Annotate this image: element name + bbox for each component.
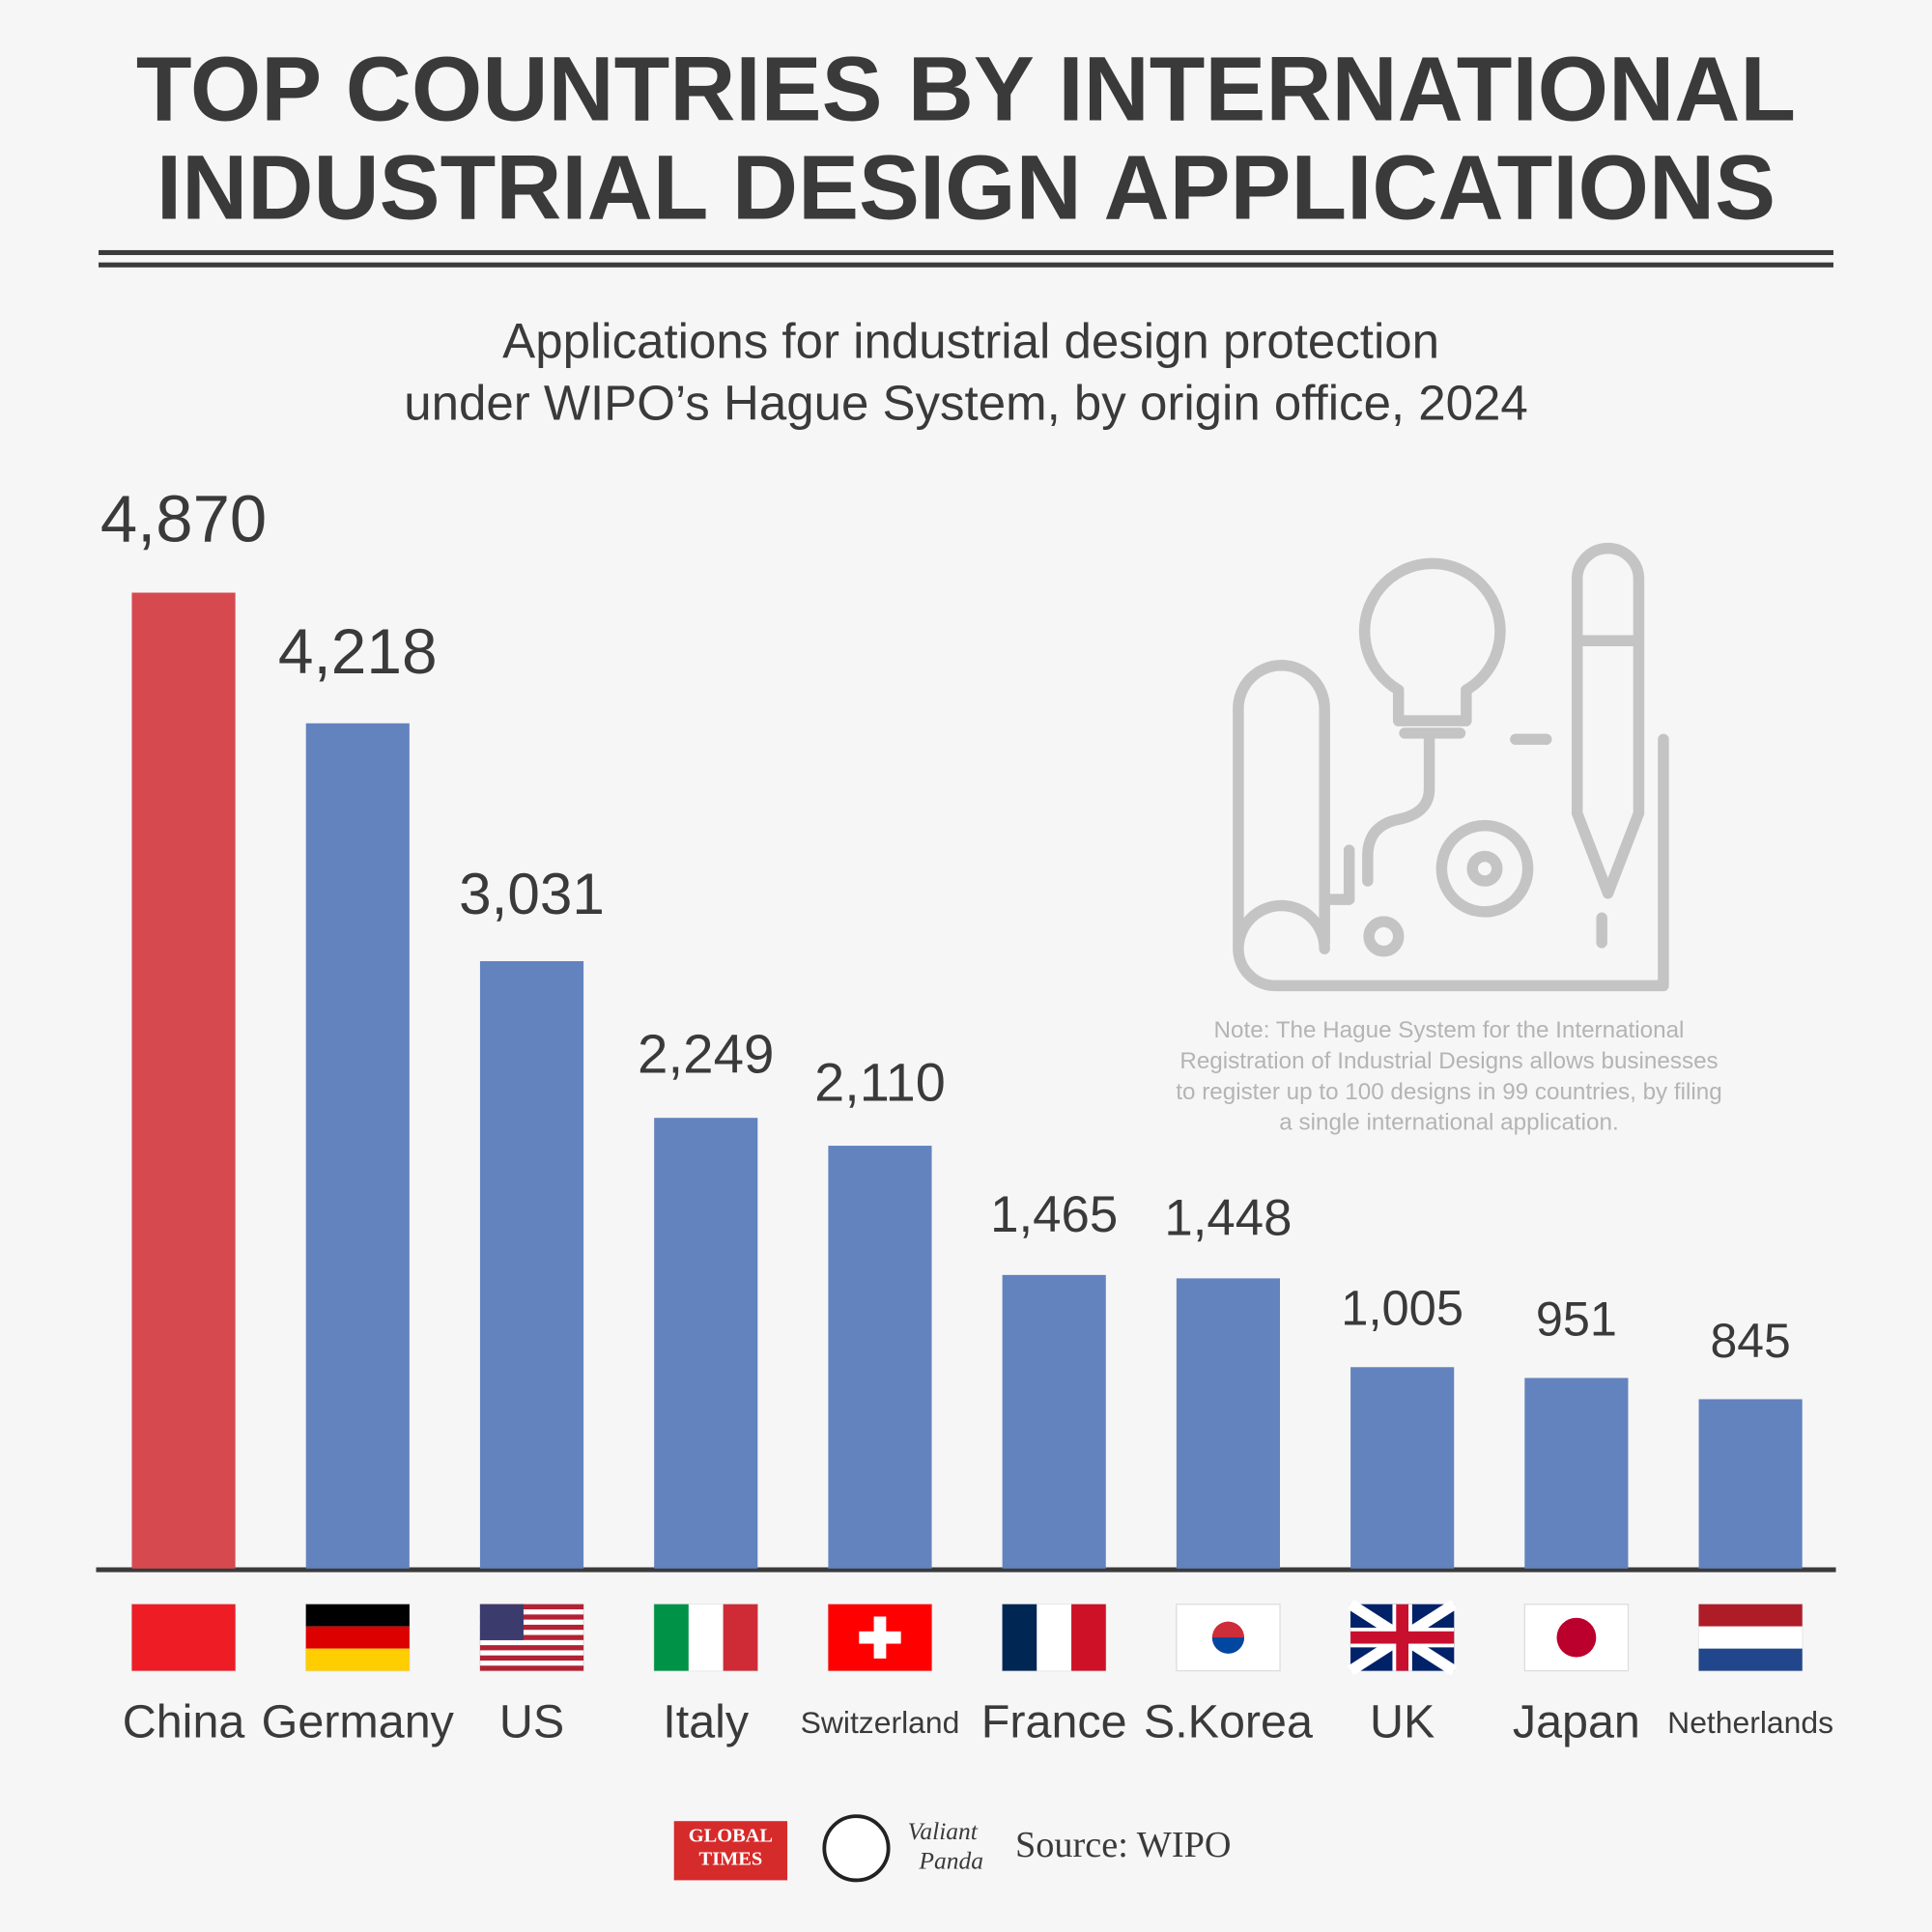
rule xyxy=(99,249,1833,256)
x-tick-label: UK xyxy=(1370,1696,1435,1748)
value-label: 951 xyxy=(1536,1292,1617,1347)
x-tick-label: Italy xyxy=(663,1696,750,1748)
x-tick-label: Germany xyxy=(262,1696,455,1748)
logos: GLOBAL TIMES Valiant Panda Source: WIPO xyxy=(673,1814,1231,1883)
flag xyxy=(1071,1604,1106,1671)
x-tick-label: US xyxy=(499,1696,564,1748)
bar xyxy=(479,960,584,1569)
flag xyxy=(688,1604,724,1671)
logo-text: Panda xyxy=(918,1846,983,1874)
rule xyxy=(99,262,1833,268)
flag xyxy=(479,1665,584,1671)
bar xyxy=(131,592,236,1569)
bar xyxy=(654,1118,758,1569)
flag xyxy=(1698,1626,1803,1649)
value-label: 2,249 xyxy=(638,1023,774,1084)
flag xyxy=(1556,1617,1597,1658)
logo-text: GLOBAL xyxy=(689,1825,773,1846)
flag xyxy=(479,1624,584,1631)
bar xyxy=(1002,1274,1106,1569)
flag xyxy=(1037,1604,1072,1671)
bar xyxy=(1350,1367,1455,1569)
flag xyxy=(305,1648,410,1671)
flag xyxy=(1698,1648,1803,1671)
subtitle: Applications for industrial design prote… xyxy=(502,314,1439,369)
value-label: 4,870 xyxy=(100,481,267,555)
flag xyxy=(479,1604,584,1610)
subtitle: under WIPO’s Hague System, by origin off… xyxy=(404,375,1528,430)
bar xyxy=(1176,1278,1281,1569)
chart-title: TOP COUNTRIES BY INTERNATIONAL xyxy=(136,39,1796,140)
flag xyxy=(305,1626,410,1649)
x-tick-label: Japan xyxy=(1513,1696,1640,1748)
design-icon xyxy=(1233,542,1669,992)
flag xyxy=(479,1645,584,1651)
value-label: 1,465 xyxy=(990,1186,1118,1243)
flag xyxy=(654,1604,689,1671)
flag xyxy=(1523,1604,1630,1672)
x-tick-label: China xyxy=(123,1696,245,1748)
flag xyxy=(479,1634,584,1640)
flag xyxy=(1211,1637,1245,1654)
flag xyxy=(305,1604,410,1627)
source: Source: WIPO xyxy=(1015,1825,1231,1865)
note-line: to register up to 100 designs in 99 coun… xyxy=(1176,1079,1721,1105)
flag xyxy=(873,1616,887,1659)
bar xyxy=(305,723,410,1569)
bar xyxy=(1524,1378,1629,1569)
flag xyxy=(1350,1631,1455,1644)
x-tick-label: S.Korea xyxy=(1144,1696,1313,1748)
x-tick-label: Netherlands xyxy=(1667,1705,1833,1740)
flag xyxy=(723,1604,758,1671)
flag xyxy=(479,1604,524,1640)
note-line: Note: The Hague System for the Internati… xyxy=(1214,1017,1685,1043)
note-line: a single international application. xyxy=(1279,1110,1618,1136)
flag xyxy=(479,1655,584,1661)
x-tick-label: Switzerland xyxy=(801,1705,960,1740)
flag xyxy=(479,1614,584,1620)
value-label: 845 xyxy=(1710,1314,1790,1368)
value-label: 3,031 xyxy=(459,862,605,926)
note-line: Registration of Industrial Designs allow… xyxy=(1179,1048,1718,1074)
chart-title: INDUSTRIAL DESIGN APPLICATIONS xyxy=(156,137,1776,239)
value-label: 4,218 xyxy=(278,615,438,687)
logo-text: TIMES xyxy=(699,1849,763,1870)
bar xyxy=(828,1146,932,1569)
note: Note: The Hague System for the Internati… xyxy=(1176,1017,1721,1136)
flag xyxy=(1002,1604,1037,1671)
bar xyxy=(1698,1399,1803,1569)
value-label: 1,448 xyxy=(1164,1189,1292,1246)
panda-logo xyxy=(822,1814,891,1883)
x-tick-label: France xyxy=(981,1696,1127,1748)
logo-box xyxy=(673,1821,788,1881)
value-label: 2,110 xyxy=(814,1051,946,1112)
logo-text: Valiant xyxy=(908,1817,979,1845)
flag xyxy=(1698,1604,1803,1627)
value-label: 1,005 xyxy=(1341,1280,1463,1335)
flag xyxy=(131,1604,236,1671)
